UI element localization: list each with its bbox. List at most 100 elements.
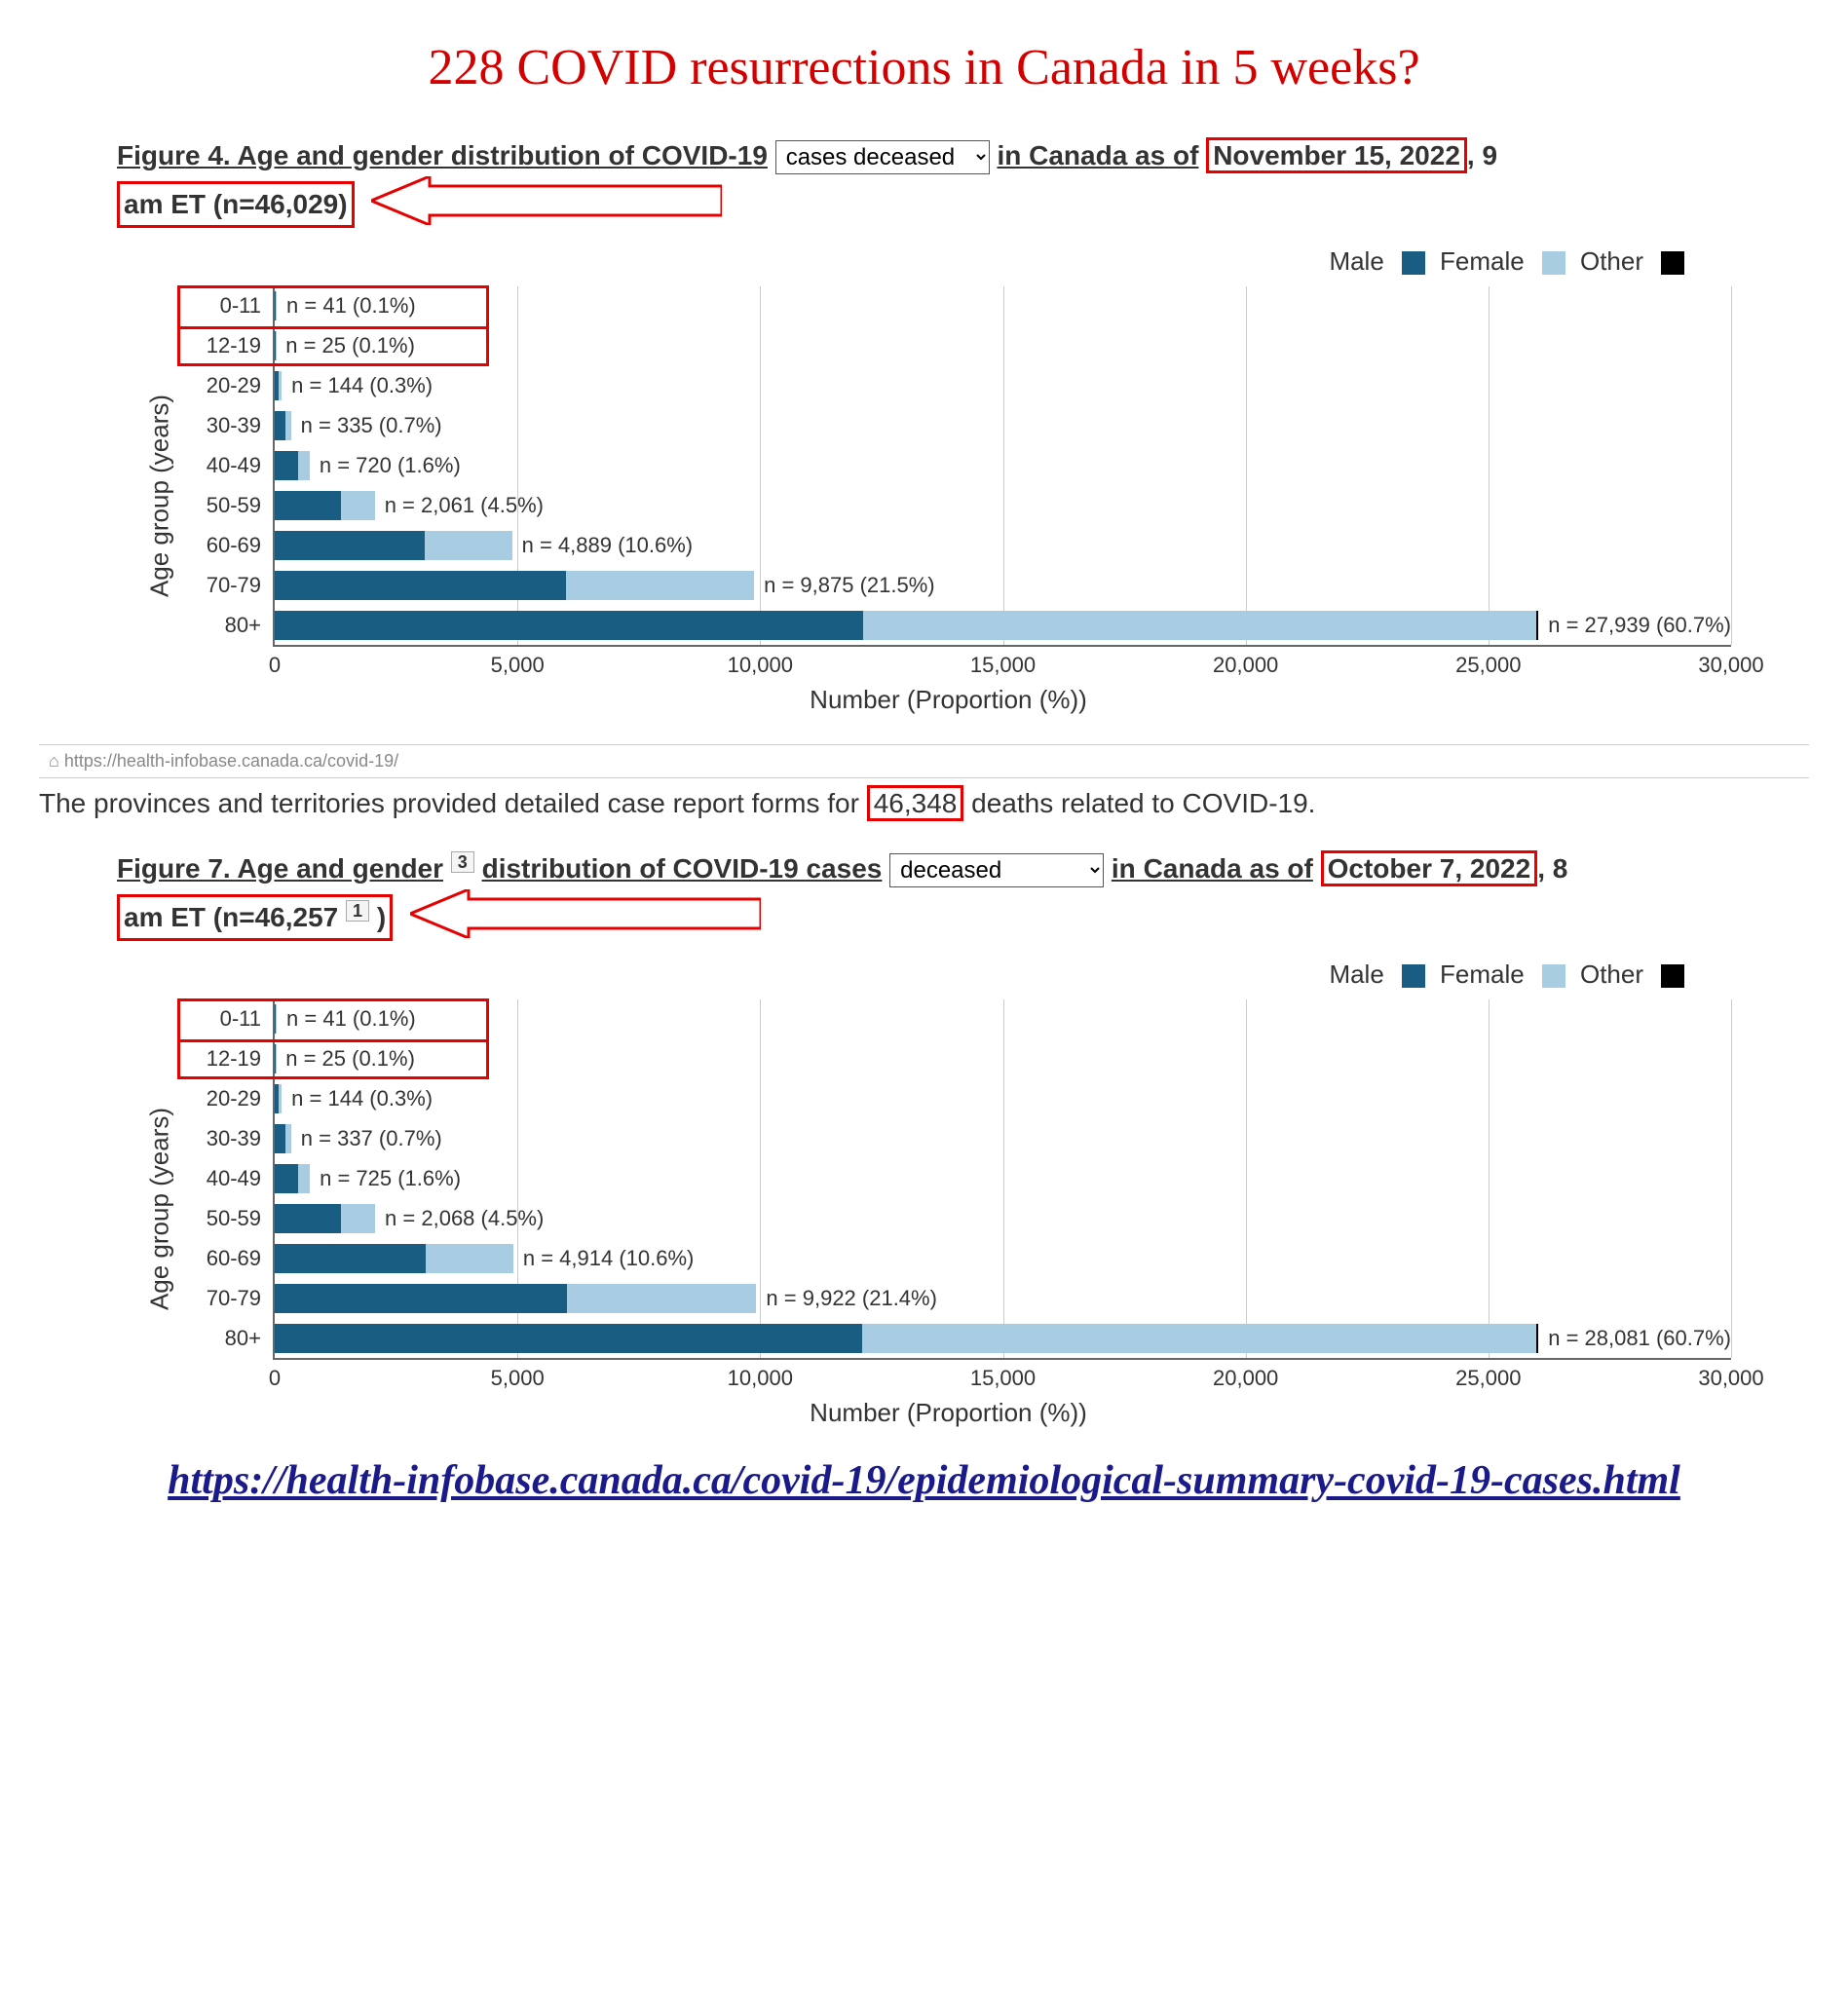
bar-value-label: n = 2,068 (4.5%)	[385, 1206, 544, 1231]
bar-row: 40-49n = 725 (1.6%)	[275, 1164, 1731, 1193]
bar-segment-female	[341, 1204, 375, 1233]
x-tick: 0	[269, 653, 281, 678]
title-prefix: Figure 4. Age and gender distribution of…	[117, 140, 768, 170]
title-prefix: Figure 7. Age and gender	[117, 853, 443, 884]
legend-male-swatch	[1402, 251, 1425, 275]
title-mid1: distribution of COVID-19 cases	[482, 853, 883, 884]
bar-row: 80+n = 28,081 (60.7%)	[275, 1324, 1731, 1353]
bar-value-label: n = 27,939 (60.7%)	[1548, 613, 1731, 638]
bar-row: 30-39n = 335 (0.7%)	[275, 411, 1731, 440]
bar-segment-female	[426, 1244, 512, 1273]
category-label: 40-49	[207, 1166, 275, 1191]
bar-row: 40-49n = 720 (1.6%)	[275, 451, 1731, 480]
x-tick: 15,000	[970, 1366, 1036, 1391]
bar-row: 0-11n = 41 (0.1%)	[275, 291, 1731, 320]
n-highlight: am ET (n=46,257 1 )	[117, 894, 393, 941]
bar-segment-male	[275, 1164, 298, 1193]
n-value: 46,257	[255, 902, 339, 932]
legend-male-swatch	[1402, 964, 1425, 988]
gridline	[1731, 999, 1732, 1358]
x-tick: 25,000	[1455, 653, 1521, 678]
category-label: 50-59	[207, 1206, 275, 1231]
x-tick: 15,000	[970, 653, 1036, 678]
bar-segment-male	[275, 611, 863, 640]
middle-text-pre: The provinces and territories provided d…	[39, 788, 867, 818]
bar-value-label: n = 9,922 (21.4%)	[766, 1286, 937, 1311]
footnote-1[interactable]: 1	[346, 900, 369, 922]
bar-value-label: n = 25 (0.1%)	[285, 333, 415, 358]
bar-segment-female	[425, 531, 511, 560]
x-tick: 5,000	[491, 653, 545, 678]
bar-segment-female	[279, 1084, 282, 1113]
middle-text-num: 46,348	[867, 785, 964, 821]
legend-male-label: Male	[1329, 246, 1383, 276]
category-label: 50-59	[207, 493, 275, 518]
y-axis-label: Age group (years)	[145, 395, 175, 597]
n-value: 46,029	[255, 189, 339, 219]
date-highlight: October 7, 2022	[1321, 850, 1538, 886]
bar-value-label: n = 725 (1.6%)	[320, 1166, 461, 1191]
title-suffix: , 9	[1467, 140, 1497, 170]
bar-segment-female	[863, 611, 1537, 640]
n-prefix: am ET (n=	[124, 189, 255, 219]
bar-segment-female	[276, 291, 277, 320]
x-tick: 0	[269, 1366, 281, 1391]
bar-value-label: n = 4,914 (10.6%)	[523, 1246, 695, 1271]
dropdown-deceased[interactable]: deceased	[889, 853, 1104, 887]
bar-value-label: n = 28,081 (60.7%)	[1548, 1326, 1731, 1351]
bar-value-label: n = 2,061 (4.5%)	[385, 493, 544, 518]
legend-other-label: Other	[1580, 960, 1643, 989]
title-suffix: , 8	[1537, 853, 1567, 884]
footer-link[interactable]: https://health-infobase.canada.ca/covid-…	[39, 1457, 1809, 1504]
x-axis-label: Number (Proportion (%))	[810, 685, 1087, 715]
category-label: 0-11	[220, 293, 275, 319]
bar-segment-other	[1536, 611, 1538, 640]
bar-segment-other	[1536, 1324, 1538, 1353]
bar-row: 60-69n = 4,914 (10.6%)	[275, 1244, 1731, 1273]
bar-segment-female	[276, 331, 277, 360]
bar-row: 12-19n = 25 (0.1%)	[275, 331, 1731, 360]
middle-text: The provinces and territories provided d…	[39, 788, 1809, 819]
y-axis-label: Age group (years)	[145, 1108, 175, 1310]
bar-value-label: n = 9,875 (21.5%)	[764, 573, 935, 598]
legend-female-label: Female	[1440, 246, 1525, 276]
bar-row: 30-39n = 337 (0.7%)	[275, 1124, 1731, 1153]
bar-segment-female	[285, 1124, 291, 1153]
legend-female-swatch	[1542, 964, 1565, 988]
chart-2-title: Figure 7. Age and gender 3 distribution …	[117, 848, 1809, 950]
bar-value-label: n = 720 (1.6%)	[320, 453, 461, 478]
bar-value-label: n = 4,889 (10.6%)	[522, 533, 694, 558]
x-tick: 5,000	[491, 1366, 545, 1391]
bar-segment-female	[862, 1324, 1536, 1353]
legend: Male Female Other	[39, 960, 1692, 990]
bar-value-label: n = 335 (0.7%)	[301, 413, 442, 438]
footnote-3[interactable]: 3	[451, 851, 474, 873]
dropdown-cases[interactable]: cases deceased	[775, 140, 990, 174]
n-prefix: am ET (n=	[124, 902, 255, 932]
chart-1-area: Age group (years) 05,00010,00015,00020,0…	[166, 286, 1731, 705]
category-label: 80+	[225, 1326, 275, 1351]
chart-1-title: Figure 4. Age and gender distribution of…	[117, 135, 1809, 237]
bar-row: 0-11n = 41 (0.1%)	[275, 1004, 1731, 1034]
category-label: 12-19	[207, 1046, 275, 1072]
bar-segment-female	[298, 451, 310, 480]
bar-segment-female	[285, 411, 291, 440]
middle-text-post: deaths related to COVID-19.	[963, 788, 1315, 818]
highlight-divider	[177, 1039, 489, 1042]
legend-other-label: Other	[1580, 246, 1643, 276]
url-bar: https://health-infobase.canada.ca/covid-…	[39, 744, 1809, 778]
bar-row: 70-79n = 9,922 (21.4%)	[275, 1284, 1731, 1313]
bar-segment-female	[279, 371, 282, 400]
legend-other-swatch	[1661, 251, 1684, 275]
bars-region-2: 05,00010,00015,00020,00025,00030,0000-11…	[273, 999, 1731, 1360]
arrow-icon	[371, 176, 722, 237]
category-label: 0-11	[220, 1006, 275, 1032]
bar-segment-female	[276, 1004, 277, 1034]
bar-segment-female	[566, 571, 754, 600]
x-tick: 20,000	[1213, 1366, 1278, 1391]
category-label: 60-69	[207, 533, 275, 558]
highlight-divider	[177, 326, 489, 329]
category-label: 30-39	[207, 413, 275, 438]
bar-segment-male	[275, 451, 298, 480]
bar-value-label: n = 25 (0.1%)	[285, 1046, 415, 1072]
